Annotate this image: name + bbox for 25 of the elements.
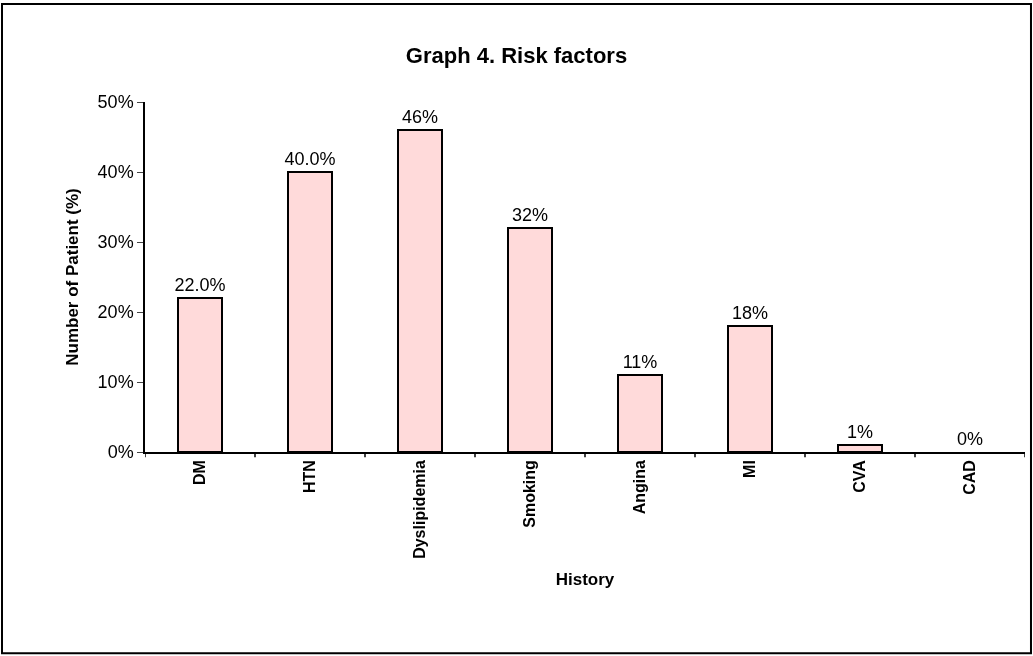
y-tick-label: 40% — [97, 162, 134, 183]
chart-title: Graph 4. Risk factors — [405, 43, 628, 69]
data-label: 40.0% — [284, 149, 336, 169]
x-tick-label: HTN — [301, 460, 319, 494]
y-tick-label: 20% — [97, 302, 134, 323]
y-tick-label: 50% — [97, 92, 134, 113]
y-axis-title: Number of Patient (%) — [62, 188, 82, 366]
data-label: 11% — [622, 352, 658, 372]
data-label: 46% — [401, 107, 439, 127]
x-tick-label: MI — [741, 460, 759, 478]
y-tick-label: 0% — [107, 442, 134, 463]
data-label: 18% — [731, 303, 769, 323]
data-label: 32% — [511, 205, 549, 225]
x-tick-label: DM — [191, 460, 209, 486]
data-label: 0% — [956, 429, 984, 449]
x-tick-label: Smoking — [521, 460, 539, 528]
x-tick-label: CAD — [961, 460, 979, 495]
y-tick-label: 30% — [97, 232, 134, 253]
x-tick-label: Dyslipidemia — [411, 460, 429, 559]
y-tick-label: 10% — [97, 372, 134, 393]
x-tick-label: Angina — [631, 460, 649, 515]
data-label: 1% — [846, 422, 874, 442]
x-axis-title: History — [555, 569, 615, 589]
x-tick-label: CVA — [851, 459, 869, 493]
data-label: 22.0% — [174, 275, 226, 295]
